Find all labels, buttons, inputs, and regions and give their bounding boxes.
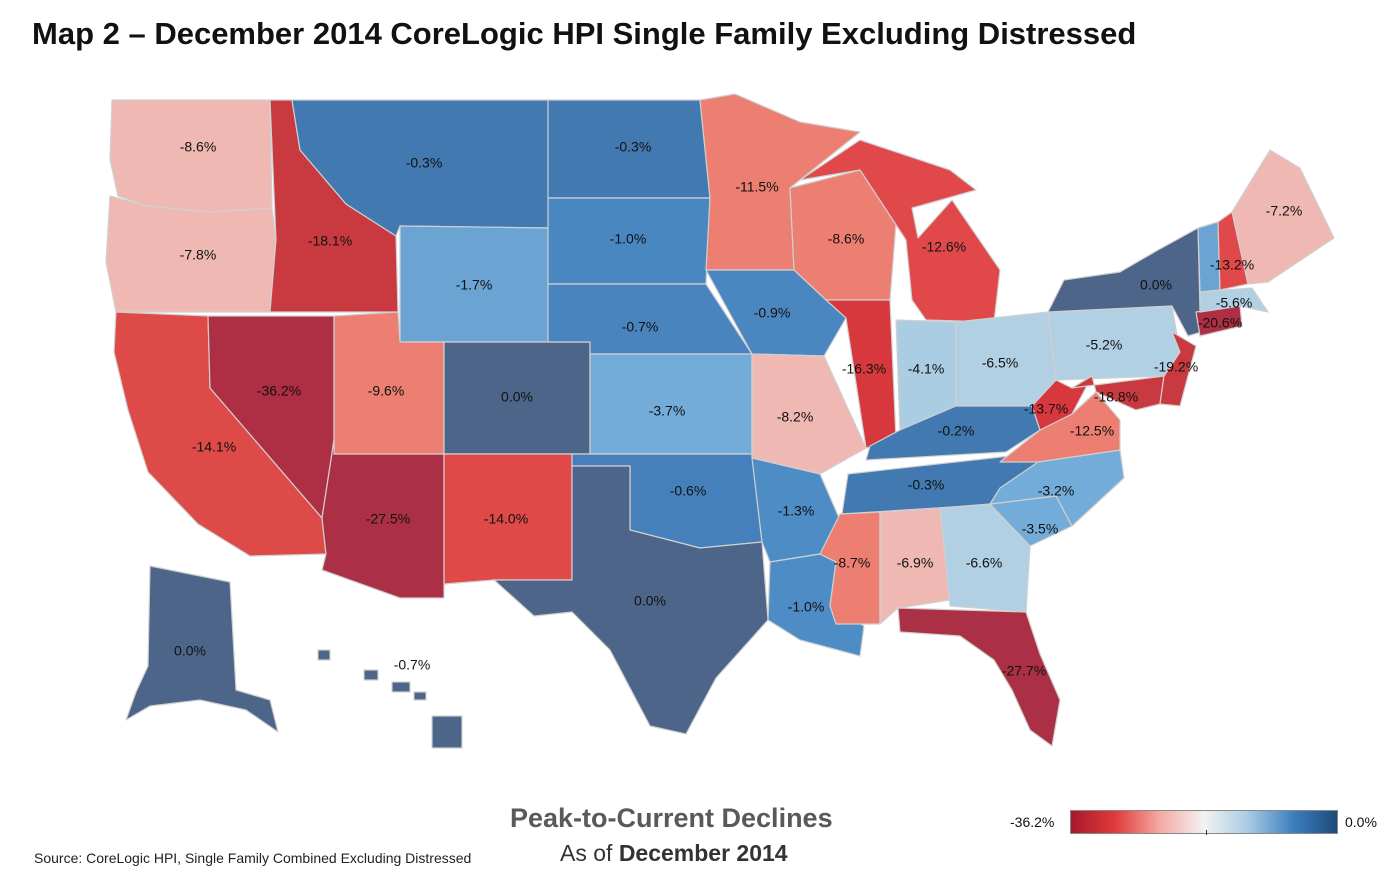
state-georgia: [939, 503, 1031, 613]
state-label-tennessee: -0.3%: [908, 477, 945, 493]
state-label-iowa: -0.9%: [754, 305, 791, 321]
state-label-arizona: -27.5%: [366, 511, 410, 527]
state-label-utah: -9.6%: [368, 383, 405, 399]
state-alaska: [125, 565, 279, 733]
state-label-north-dakota: -0.3%: [615, 139, 652, 155]
state-label-kentucky: -0.2%: [938, 423, 975, 439]
state-hawaii: [317, 649, 463, 749]
state-missouri: [751, 353, 867, 475]
state-label-west-virginia: -13.7%: [1024, 401, 1068, 417]
state-label-south-carolina: -3.5%: [1022, 521, 1059, 537]
state-alabama: [879, 507, 951, 625]
state-label-maine: -7.2%: [1266, 203, 1303, 219]
state-label-missouri: -8.2%: [777, 409, 814, 425]
state-label-louisiana: -1.0%: [788, 599, 825, 615]
state-michigan: [799, 139, 1001, 323]
state-label-wisconsin: -8.6%: [828, 231, 865, 247]
state-label-indiana: -4.1%: [908, 361, 945, 377]
state-label-new-york: 0.0%: [1140, 277, 1172, 293]
state-label-georgia: -6.6%: [966, 555, 1003, 571]
state-label-washington: -8.6%: [180, 139, 217, 155]
state-label-massachusetts: -5.6%: [1216, 295, 1253, 311]
state-maine: [1231, 149, 1335, 285]
state-label-ohio: -6.5%: [982, 355, 1019, 371]
state-label-new-jersey: -19.2%: [1154, 359, 1198, 375]
state-label-colorado: 0.0%: [501, 389, 533, 405]
state-label-texas: 0.0%: [634, 593, 666, 609]
state-massachusetts: [1199, 287, 1269, 313]
state-label-oklahoma: -0.6%: [670, 483, 707, 499]
state-label-maryland: -18.8%: [1094, 389, 1138, 405]
legend-min-label: -36.2%: [1010, 814, 1055, 830]
legend-subtitle-date: December 2014: [618, 840, 788, 866]
state-label-new-hampshire: -13.2%: [1210, 257, 1254, 273]
source-note: Source: CoreLogic HPI, Single Family Com…: [34, 850, 472, 866]
page-title: Map 2 – December 2014 CoreLogic HPI Sing…: [32, 16, 1137, 51]
state-label-pennsylvania: -5.2%: [1086, 337, 1123, 353]
state-label-mississippi: -8.7%: [834, 555, 871, 571]
state-label-north-carolina: -3.2%: [1038, 483, 1075, 499]
state-label-nebraska: -0.7%: [622, 319, 659, 335]
state-florida: [897, 607, 1061, 747]
legend-max-label: 0.0%: [1345, 814, 1377, 830]
state-label-nevada: -36.2%: [257, 383, 301, 399]
state-label-kansas: -3.7%: [649, 403, 686, 419]
state-label-illinois: -16.3%: [842, 361, 886, 377]
state-label-virginia: -12.5%: [1070, 423, 1114, 439]
state-label-idaho: -18.1%: [308, 233, 352, 249]
state-label-hawaii: -0.7%: [394, 657, 431, 673]
state-label-connecticut: -20.6%: [1198, 315, 1242, 331]
legend-color-scale: [1070, 810, 1338, 834]
state-label-california: -14.1%: [192, 439, 236, 455]
state-label-alaska: 0.0%: [174, 643, 206, 659]
state-label-new-mexico: -14.0%: [484, 511, 528, 527]
state-label-wyoming: -1.7%: [456, 277, 493, 293]
legend-title: Peak-to-Current Declines: [510, 803, 833, 833]
state-label-florida: -27.7%: [1002, 663, 1046, 679]
state-label-alabama: -6.9%: [897, 555, 934, 571]
legend-scale-tick: [1206, 830, 1207, 835]
state-new-jersey: [1159, 331, 1197, 407]
legend-subtitle: As of December 2014: [560, 840, 788, 867]
legend-subtitle-prefix: As of: [560, 840, 619, 866]
state-label-south-dakota: -1.0%: [610, 231, 647, 247]
state-texas: [493, 465, 769, 735]
state-label-oregon: -7.8%: [180, 247, 217, 263]
state-label-michigan: -12.6%: [922, 239, 966, 255]
state-label-arkansas: -1.3%: [778, 503, 815, 519]
state-label-montana: -0.3%: [406, 155, 443, 171]
state-label-minnesota: -11.5%: [735, 179, 778, 195]
state-washington: [109, 99, 273, 213]
